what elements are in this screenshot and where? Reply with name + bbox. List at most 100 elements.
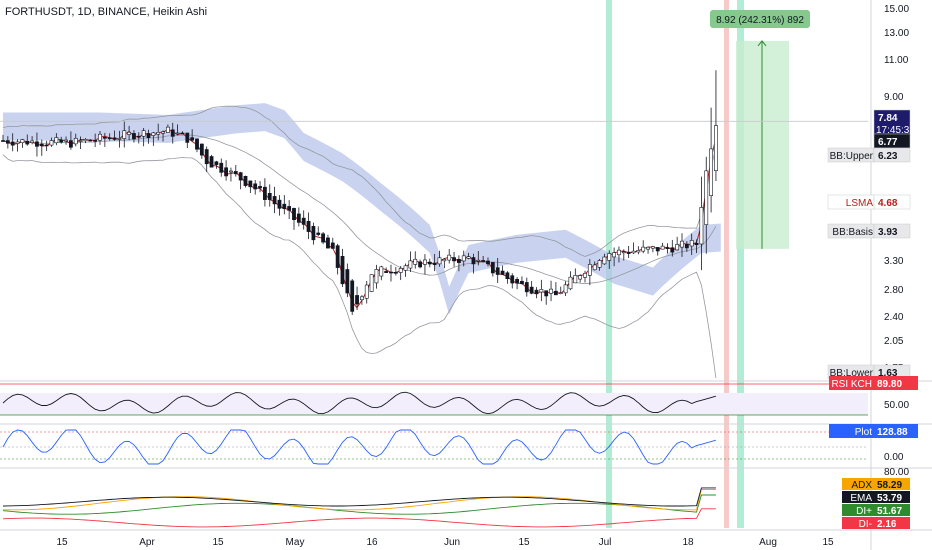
candle (136, 132, 141, 144)
candle-body (680, 240, 684, 248)
candle-body (549, 288, 553, 294)
candle-body (602, 256, 607, 265)
candle-body (660, 245, 665, 250)
candle (122, 121, 127, 148)
x-tick: Jul (599, 537, 612, 548)
candle (481, 256, 486, 263)
candle-body (447, 254, 452, 261)
candle (316, 226, 321, 237)
candle (335, 243, 340, 275)
candle-body (287, 206, 292, 211)
candle (262, 178, 267, 207)
candle-body (88, 139, 93, 142)
measure-box: 8.92 (242.31%) 892 (710, 10, 810, 249)
candle-body (262, 186, 267, 200)
candle (238, 171, 243, 190)
candle-body (626, 251, 631, 254)
candle (199, 143, 204, 159)
candle-body (427, 261, 432, 265)
candle (146, 129, 151, 144)
candle-body (636, 250, 641, 253)
plot-value: 128.88 (877, 427, 908, 438)
candle (486, 257, 490, 267)
candle (30, 136, 35, 145)
candle-body (267, 193, 272, 200)
candle-body (243, 176, 248, 186)
candle (170, 122, 175, 144)
candle (224, 160, 229, 181)
candle-body (646, 246, 650, 250)
ichimoku-cloud (3, 103, 721, 315)
candle (233, 165, 238, 177)
candle-body (175, 132, 180, 135)
candle-body (694, 242, 699, 246)
lsma-title: LSMA (846, 198, 874, 209)
candle (15, 139, 20, 152)
rsi-kch-label: RSI KCH (831, 379, 872, 390)
candle (549, 280, 553, 302)
candle-body (359, 296, 364, 301)
candle (151, 131, 156, 146)
candle (621, 249, 626, 261)
candle (505, 271, 510, 284)
candle (326, 234, 330, 249)
candle-body (379, 266, 384, 277)
candle-body (369, 274, 374, 292)
candle (112, 130, 117, 141)
candle-body (296, 213, 301, 223)
candle (10, 133, 15, 152)
rsi-kch-value-box (874, 376, 918, 390)
candle (665, 243, 670, 254)
candle-body (102, 136, 107, 139)
bb-basis-value: 3.93 (878, 227, 898, 238)
candles[interactable] (1, 70, 718, 315)
x-tick: Apr (139, 537, 155, 548)
candle (166, 124, 170, 133)
adx-series-name: DI+ (856, 506, 872, 517)
candle (93, 133, 98, 148)
candle-body (69, 140, 73, 148)
adx-series-value-box (874, 517, 910, 529)
candle-body (59, 139, 64, 143)
candle-body (1, 140, 5, 142)
candle (277, 195, 282, 216)
candle (321, 232, 326, 245)
cloud-area (3, 103, 721, 315)
adx-series-value-box (874, 504, 910, 516)
bb-upper-tag: BB:Upper 6.23 (827, 147, 911, 163)
candle-body (326, 237, 330, 249)
plot-line (2, 429, 717, 465)
bb-basis-value-box (873, 223, 911, 239)
candle-body (185, 132, 190, 143)
candle-body (573, 275, 578, 284)
candle (267, 184, 272, 207)
candle (292, 207, 296, 230)
bb-basis-title: BB:Basis (832, 227, 873, 238)
candle-body (39, 143, 44, 147)
candle-body (335, 245, 340, 268)
candle-body (515, 279, 520, 284)
candle (350, 279, 355, 315)
adx-series-name-box (842, 478, 874, 490)
candle-body (141, 130, 146, 137)
candle-body (670, 247, 675, 253)
last-price-value-box (873, 109, 911, 137)
adx-series-name: EMA (850, 493, 872, 504)
candle (403, 263, 408, 277)
candle (398, 265, 403, 281)
candle (461, 250, 466, 267)
candle (510, 273, 515, 289)
candle (524, 277, 529, 297)
candle-body (389, 271, 393, 274)
candle-body (486, 260, 490, 265)
candle (704, 156, 709, 254)
x-tick: 16 (366, 537, 378, 548)
candle (1, 134, 5, 142)
candle (345, 263, 350, 298)
candle-body (587, 264, 592, 276)
candle (529, 280, 534, 295)
bb-lower-line (2, 154, 717, 379)
candle (612, 247, 617, 267)
